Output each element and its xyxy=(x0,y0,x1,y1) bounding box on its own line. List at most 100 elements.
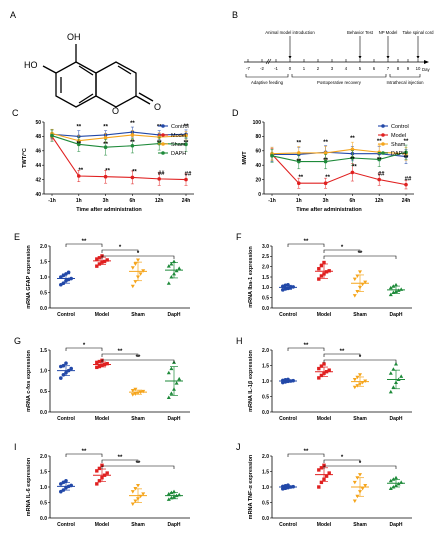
data-point xyxy=(130,133,135,137)
legend-swatch-dot xyxy=(381,133,385,137)
timeline-phase-bracket xyxy=(245,74,289,78)
x-tick-label: Control xyxy=(57,522,75,528)
timeline-event-label: NP Model xyxy=(379,30,398,35)
series-daph xyxy=(270,144,408,170)
data-point xyxy=(166,395,171,400)
group-sham xyxy=(351,270,369,298)
data-point xyxy=(352,277,357,282)
group-control xyxy=(57,361,75,380)
data-point xyxy=(102,259,107,264)
panel-a-chemical-structure: A OH HO O O xyxy=(10,10,161,116)
x-tick-label: Model xyxy=(317,312,332,318)
significance-mark: ** xyxy=(103,142,108,148)
timeline-phase-label: Intrathecal injection xyxy=(386,80,424,85)
data-point xyxy=(97,262,102,266)
timeline-tick-label: 7 xyxy=(387,66,390,71)
y-tick-label: 1.0 xyxy=(40,275,47,281)
data-point xyxy=(177,376,182,381)
y-tick-label: 1.5 xyxy=(262,275,269,281)
data-point xyxy=(59,282,63,287)
panel-j-dot-plot: J 0.0 0.5 1.0 1.5 2.0 Control Model Sham DapH mRNA… xyxy=(236,442,412,528)
group-daph xyxy=(165,259,183,285)
series-control xyxy=(270,145,408,165)
group-sham xyxy=(129,483,147,507)
data-point xyxy=(317,485,321,489)
comparison-bracket xyxy=(65,243,103,247)
timeline-unit-label: Day xyxy=(422,67,430,72)
significance-mark: ** xyxy=(377,158,382,164)
group-daph xyxy=(165,360,183,400)
legend-label: DAPH xyxy=(171,151,186,157)
x-tick-label: DapH xyxy=(167,312,180,318)
series-line xyxy=(51,131,187,137)
data-point xyxy=(130,143,135,148)
data-point xyxy=(317,267,321,271)
data-point xyxy=(317,376,321,380)
y-tick-label: 1.0 xyxy=(40,368,47,374)
y-axis-title: mRNA Iba-1 expression xyxy=(248,246,254,308)
data-point xyxy=(157,177,161,181)
timeline-tick-label: 6 xyxy=(373,66,376,71)
x-tick-label: Sham xyxy=(131,522,145,528)
x-tick-label: 12h xyxy=(155,198,164,204)
significance-mark-hash: ** xyxy=(352,164,357,170)
significance-mark: ** xyxy=(350,157,355,163)
data-point xyxy=(394,475,398,480)
data-point xyxy=(358,270,362,274)
significance-mark-hash: ** xyxy=(132,169,137,175)
data-point xyxy=(322,260,326,265)
significance-mark: ** xyxy=(76,125,81,131)
timeline-event-label: Behavior Test xyxy=(347,30,374,35)
y-axis-title: TWT/°C xyxy=(22,148,28,168)
x-tick-label: Control xyxy=(57,416,75,422)
data-point xyxy=(95,264,99,268)
data-point xyxy=(97,479,102,483)
group-model xyxy=(315,260,333,281)
data-point xyxy=(399,287,404,291)
legend-label: Control xyxy=(171,124,189,130)
timeline-tick-label: 5 xyxy=(359,66,362,71)
data-point xyxy=(166,264,171,268)
y-tick-label: 0 xyxy=(258,192,261,198)
y-tick-label: 0.0 xyxy=(40,410,47,416)
series-model xyxy=(50,132,188,186)
timeline-tick-label: 10 xyxy=(416,66,421,71)
y-tick-label: 40 xyxy=(255,163,261,169)
comparison-bracket xyxy=(287,453,325,457)
panel-b-timeline: B Day -7 -2 -1 0 1 2 3 4 5 6 7 8 9 10 Animal model intr… xyxy=(232,10,434,85)
data-point xyxy=(317,277,321,281)
group-daph xyxy=(387,282,405,297)
axis-break-mark xyxy=(265,58,270,65)
timeline-tick-label: -2 xyxy=(260,66,264,71)
comparison-label: ** xyxy=(136,355,141,361)
data-point xyxy=(319,274,324,278)
data-point xyxy=(133,499,138,503)
timeline-tick-label: 4 xyxy=(345,66,348,71)
comparison-label: ** xyxy=(304,343,309,349)
data-point xyxy=(352,377,357,382)
y-tick-label: 48 xyxy=(35,134,41,140)
series-line xyxy=(51,135,187,148)
data-point xyxy=(319,480,324,485)
coumarin-structure-drawing xyxy=(42,44,154,108)
data-point xyxy=(404,150,408,155)
comparison-label: ** xyxy=(304,449,309,455)
panel-f-dot-plot: F 0.0 0.5 1.0 1.5 2.0 2.5 3.0 Control Model Sham Da… xyxy=(236,232,412,318)
x-tick-label: 24h xyxy=(182,198,191,204)
data-point xyxy=(388,486,393,491)
data-point xyxy=(363,280,368,285)
data-point xyxy=(105,471,109,475)
series-line xyxy=(51,136,187,181)
data-point xyxy=(95,360,99,365)
y-tick-label: 100 xyxy=(253,120,262,126)
significance-mark: ** xyxy=(76,141,81,147)
data-point xyxy=(130,490,135,494)
data-point xyxy=(394,361,398,366)
timeline-phase-label: Postoperative recovery xyxy=(317,80,362,85)
x-tick-label: Sham xyxy=(353,522,367,528)
panel-letter-b: B xyxy=(232,10,238,20)
significance-mark: ** xyxy=(184,140,189,146)
comparison-label: * xyxy=(83,343,86,349)
timeline-tick-label: 1 xyxy=(303,66,306,71)
group-sham xyxy=(351,473,369,503)
